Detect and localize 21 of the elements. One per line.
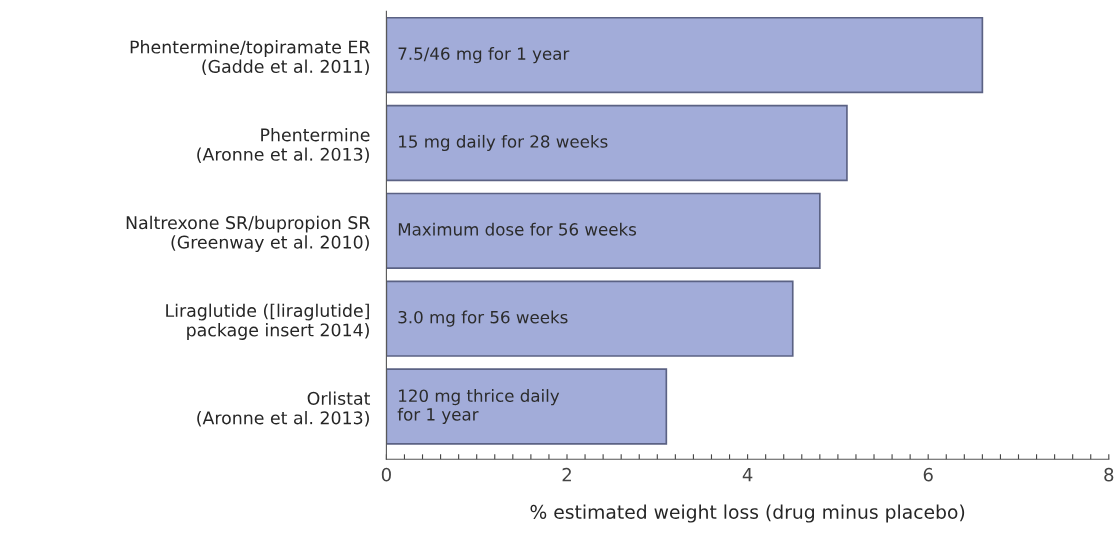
- bar: [386, 192, 821, 269]
- x-axis-title: % estimated weight loss (drug minus placebo): [530, 504, 965, 523]
- x-tick-label: 8: [1104, 467, 1114, 482]
- y-tick-label: Phentermine/topiramate ER (Gadde et al. 2011): [130, 40, 370, 76]
- bar: [386, 368, 668, 445]
- x-tick-label: 0: [381, 467, 391, 482]
- y-tick-label: Liraglutide ([liraglutide] package insert 2014): [166, 303, 369, 340]
- annotation: Maximum dose for 56 weeks: [398, 222, 637, 236]
- y-tick-label: Phentermine (Aronne et al. 2013): [197, 127, 370, 163]
- x-tick-label: 4: [742, 468, 753, 482]
- y-tick-label: Naltrexone SR/bupropion SR (Greenway et al. 2010): [126, 215, 370, 253]
- bar: [386, 280, 794, 357]
- annotation: 7.5/46 mg for 1 year: [398, 47, 570, 64]
- annotation: 120 mg thrice daily for 1 year: [397, 389, 560, 424]
- y-tick-label: Orlistat (Aronne et al. 2013): [197, 391, 371, 427]
- x-tick-label: 2: [562, 467, 571, 482]
- bar: [386, 104, 848, 182]
- bar: [386, 16, 984, 94]
- x-tick-label: 6: [923, 467, 933, 482]
- annotation: 3.0 mg for 56 weeks: [398, 310, 568, 327]
- annotation: 15 mg daily for 28 weeks: [399, 134, 608, 152]
